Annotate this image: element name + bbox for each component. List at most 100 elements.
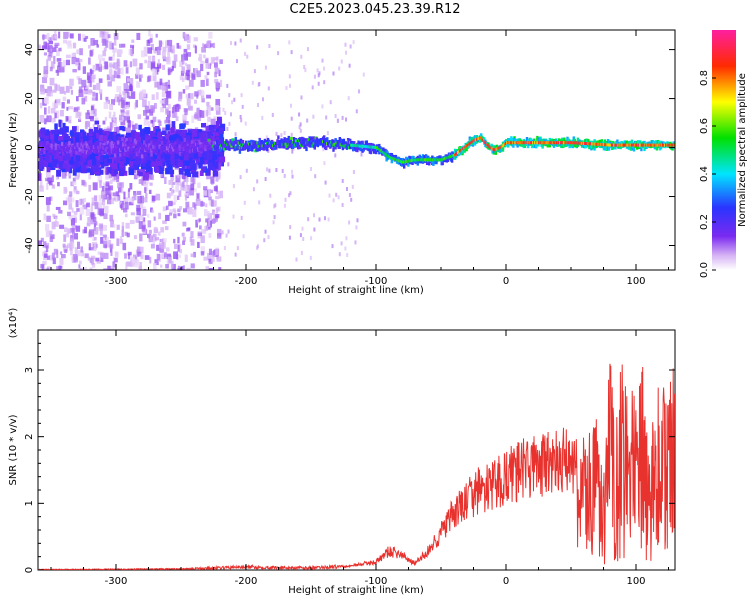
heat-cell <box>137 138 141 143</box>
heat-cell <box>113 169 118 175</box>
heat-cell <box>143 140 146 145</box>
heat-cell <box>55 129 61 135</box>
heat-cell <box>66 59 70 66</box>
heat-cell <box>113 223 116 228</box>
heat-cell <box>162 206 167 212</box>
heat-cell <box>93 39 99 46</box>
heat-cell <box>184 194 187 201</box>
heat-cell <box>98 194 102 202</box>
heat-cell <box>147 47 153 54</box>
heat-cell <box>208 32 213 39</box>
heat-cell <box>63 39 68 44</box>
heat-cell <box>40 127 46 134</box>
heat-cell <box>165 205 169 210</box>
heat-cell <box>173 251 178 259</box>
heat-cell <box>112 49 116 57</box>
heat-cell <box>550 138 554 143</box>
heat-cell <box>56 169 62 177</box>
heat-cell <box>340 241 343 246</box>
heat-cell <box>40 263 45 269</box>
heat-cell <box>71 53 75 59</box>
heat-cell <box>91 202 97 206</box>
heat-cell <box>86 160 93 166</box>
heat-cell <box>347 96 350 101</box>
heat-cell <box>167 45 173 53</box>
heat-cell <box>123 152 126 157</box>
heat-cell <box>121 152 124 156</box>
heat-cell <box>91 255 96 260</box>
heat-cell <box>44 89 48 93</box>
heat-cell <box>233 97 236 102</box>
heat-cell <box>190 164 197 171</box>
heat-cell <box>103 213 108 220</box>
heat-cell <box>254 141 257 146</box>
heat-cell <box>126 92 130 98</box>
heat-cell <box>149 38 153 43</box>
heat-cell <box>208 248 212 255</box>
heat-cell <box>107 158 112 164</box>
heat-cell <box>324 216 326 221</box>
heat-cell <box>195 219 198 228</box>
heat-cell <box>208 233 212 238</box>
heat-cell <box>129 152 133 160</box>
heat-cell <box>211 138 215 142</box>
heat-cell <box>183 48 188 53</box>
heat-cell <box>145 115 150 120</box>
heat-cell <box>85 120 90 128</box>
heat-cell <box>171 106 175 114</box>
heat-cell <box>202 160 208 165</box>
heat-cell <box>73 189 79 194</box>
heat-cell <box>134 140 138 145</box>
heat-cell <box>97 207 100 215</box>
heat-cell <box>45 146 48 151</box>
heat-cell <box>126 116 130 123</box>
heat-cell <box>94 237 97 241</box>
heat-cell <box>280 133 283 138</box>
heat-cell <box>65 41 71 45</box>
heat-cell <box>346 142 350 147</box>
heat-cell <box>107 167 112 174</box>
heat-cell <box>304 144 307 149</box>
heat-cell <box>43 269 48 270</box>
heat-cell <box>290 132 293 137</box>
heat-cell <box>149 130 154 135</box>
heat-cell <box>128 121 134 127</box>
heat-cell <box>159 100 164 104</box>
heat-cell <box>102 57 105 61</box>
heat-cell <box>101 151 104 155</box>
heat-cell <box>223 246 226 250</box>
heat-cell <box>206 71 210 76</box>
heat-cell <box>206 174 211 180</box>
heat-cell <box>55 217 58 223</box>
heat-cell <box>134 123 138 130</box>
heat-cell <box>187 227 191 231</box>
heat-cell <box>105 144 108 149</box>
heat-cell <box>290 103 292 108</box>
heat-cell <box>177 195 180 200</box>
heat-cell <box>178 45 182 49</box>
heat-cell <box>212 171 219 177</box>
heat-cell <box>102 225 107 231</box>
heat-cell <box>291 174 294 179</box>
heat-cell <box>145 143 148 148</box>
heat-cell <box>201 47 206 53</box>
heat-cell <box>136 207 141 216</box>
heat-cell <box>43 52 47 56</box>
heat-cell <box>278 140 281 144</box>
heat-cell <box>208 196 212 201</box>
heat-cell <box>168 136 174 141</box>
heat-cell <box>106 126 111 130</box>
heat-cell <box>116 126 120 133</box>
heat-cell <box>216 150 220 154</box>
heat-cell <box>150 269 155 270</box>
heat-cell <box>129 220 135 225</box>
heat-cell <box>44 118 47 125</box>
heat-cell <box>110 163 115 170</box>
heat-cell <box>74 217 77 223</box>
heat-cell <box>187 105 193 111</box>
heat-cell <box>305 147 308 152</box>
heat-cell <box>267 148 270 153</box>
heat-cell <box>125 151 129 156</box>
heat-cell <box>42 261 47 265</box>
heat-cell <box>211 255 215 263</box>
